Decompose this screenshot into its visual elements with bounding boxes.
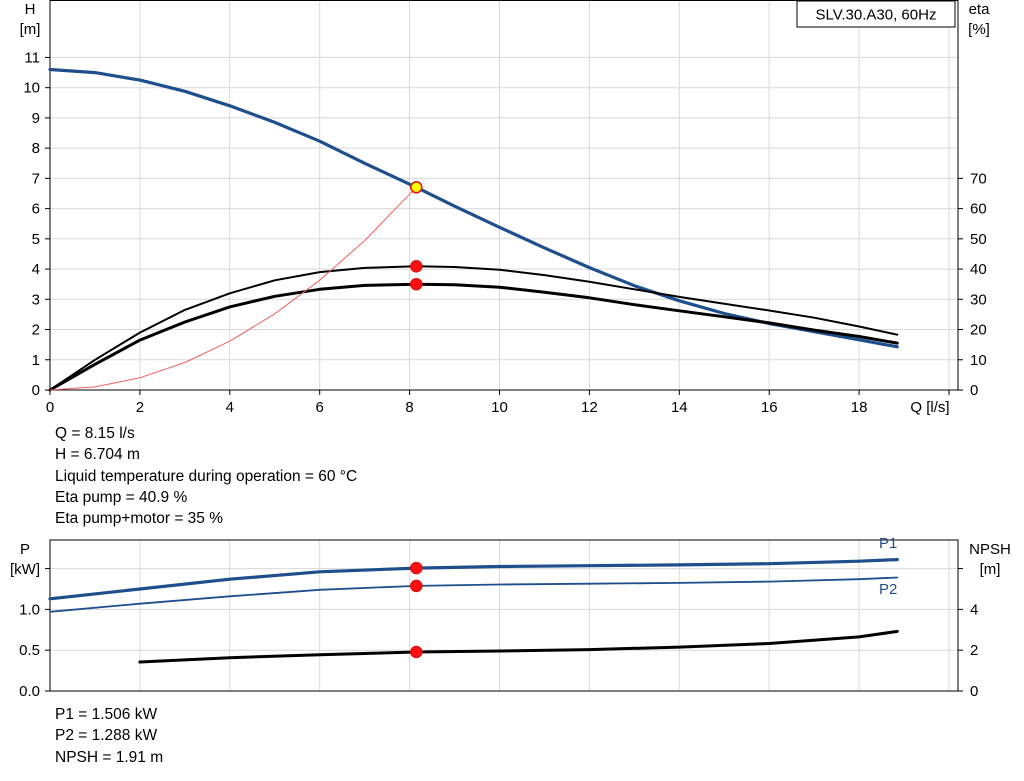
p1-readout: P1 = 1.506 kW xyxy=(55,706,158,723)
npsh-readout: NPSH = 1.91 m xyxy=(55,748,164,766)
duty-point-p2 xyxy=(410,579,423,593)
bottom-y-left-tick-label: 1.0 xyxy=(19,601,40,618)
top-y-left-tick-label: 2 xyxy=(32,322,40,339)
top-y-left-tick-label: 8 xyxy=(32,140,40,157)
eta-pump-motor-curve xyxy=(48,282,899,392)
top-y-left-tick-label: 9 xyxy=(32,110,40,127)
duty-point-head xyxy=(410,181,423,194)
system-curve xyxy=(49,186,417,391)
bottom-y-left-axis-unit: [kW] xyxy=(10,561,40,578)
power-info: P1 = 1.506 kW P2 = 1.288 kW NPSH = 1.91 … xyxy=(55,704,163,768)
top-title-box: SLV.30.A30, 60Hz xyxy=(796,0,956,28)
head-readout: H = 6.704 m xyxy=(55,446,140,464)
head-efficiency-chart: 0 2 4 6 8 10 12 14 16 18 Q [l/s]012345678910110102… xyxy=(20,0,991,416)
top-y-left-tick-label: 3 xyxy=(32,291,40,308)
top-x-tick-label: 14 xyxy=(671,399,688,416)
npsh-curve xyxy=(138,629,899,664)
top-x-tick-label: 16 xyxy=(761,399,778,416)
top-y-right-tick-label: 40 xyxy=(970,261,987,278)
p1-curve xyxy=(48,557,899,601)
top-y-left-axis-label: H xyxy=(25,1,36,18)
top-y-left-tick-label: 6 xyxy=(32,201,40,218)
flow-readout: Q = 8.15 l/s xyxy=(55,425,135,442)
bottom-y-right-axis-label: NPSH xyxy=(969,541,1011,558)
top-y-right-tick-label: 20 xyxy=(970,322,987,339)
top-y-right-tick-label: 0 xyxy=(970,382,978,399)
p1-curve-label: P1 xyxy=(879,535,897,552)
duty-point-eta-pump-motor xyxy=(410,277,423,291)
eta-pump-curve xyxy=(49,265,899,391)
power-npsh-chart: 0.0 0.5 1.0 0 2 4 P [kW] NPSH [m] P1 P2 xyxy=(10,535,1011,700)
top-y-left-tick-label: 11 xyxy=(24,49,40,66)
p2-curve xyxy=(49,576,899,613)
p2-readout: P2 = 1.288 kW xyxy=(55,727,158,745)
top-y-left-tick-label: 1 xyxy=(32,352,40,369)
top-y-right-tick-label: 70 xyxy=(970,170,987,187)
top-y-left-tick-label: 10 xyxy=(23,80,40,97)
top-x-tick-label: 10 xyxy=(491,399,508,416)
liquid-temperature-readout: Liquid temperature during operation = 60… xyxy=(55,467,358,485)
eta-pump-readout: Eta pump = 40.9 % xyxy=(55,488,188,506)
bottom-y-right-tick-label: 2 xyxy=(970,642,978,659)
duty-point-info: Q = 8.15 l/s H = 6.704 m Liquid temperat… xyxy=(55,423,357,529)
top-x-tick-label: 8 xyxy=(405,399,413,416)
duty-point-p1 xyxy=(410,561,423,575)
top-x-tick-label: 4 xyxy=(226,399,234,416)
bottom-plot-frame xyxy=(49,539,959,692)
top-x-tick-label: 6 xyxy=(316,399,324,416)
top-y-right-tick-label: 60 xyxy=(970,201,987,218)
top-y-left-axis-unit: [m] xyxy=(20,21,41,38)
top-x-tick-label: 12 xyxy=(581,399,598,416)
p2-curve-label: P2 xyxy=(879,581,897,598)
top-x-tick-label: 2 xyxy=(136,399,144,416)
top-plot-frame xyxy=(49,0,959,391)
top-title-frame xyxy=(796,0,956,28)
top-y-right-tick-label: 10 xyxy=(970,352,987,369)
bottom-y-left-tick-label: 0.0 xyxy=(19,683,40,700)
top-y-left-tick-label: 0 xyxy=(32,382,40,399)
bottom-y-right-tick-label: 0 xyxy=(970,683,978,700)
top-y-left-tick-label: 7 xyxy=(32,170,40,187)
eta-pump-motor-readout: Eta pump+motor = 35 % xyxy=(55,510,224,528)
bottom-y-left-axis-label: P xyxy=(20,541,30,558)
top-y-left-tick-label: 5 xyxy=(32,231,40,248)
top-x-axis-label: Q [l/s] xyxy=(910,399,949,416)
bottom-y-right-axis-unit: [m] xyxy=(980,561,1001,578)
duty-point-npsh xyxy=(410,645,423,659)
top-y-left-tick-label: 4 xyxy=(32,261,40,278)
top-y-right-axis-unit: [%] xyxy=(968,21,990,38)
top-grid xyxy=(50,0,958,390)
top-chart-title: SLV.30.A30, 60Hz xyxy=(816,7,937,24)
top-y-right-axis-label: eta xyxy=(969,1,991,18)
bottom-y-left-tick-label: 0.5 xyxy=(19,642,40,659)
top-x-tick-label: 18 xyxy=(851,399,868,416)
bottom-y-right-tick-label: 4 xyxy=(970,601,978,618)
top-x-tick-label: 0 xyxy=(46,399,54,416)
duty-point-eta-pump xyxy=(410,260,423,273)
top-y-right-tick-label: 30 xyxy=(970,291,987,308)
top-y-right-tick-label: 50 xyxy=(970,231,987,248)
